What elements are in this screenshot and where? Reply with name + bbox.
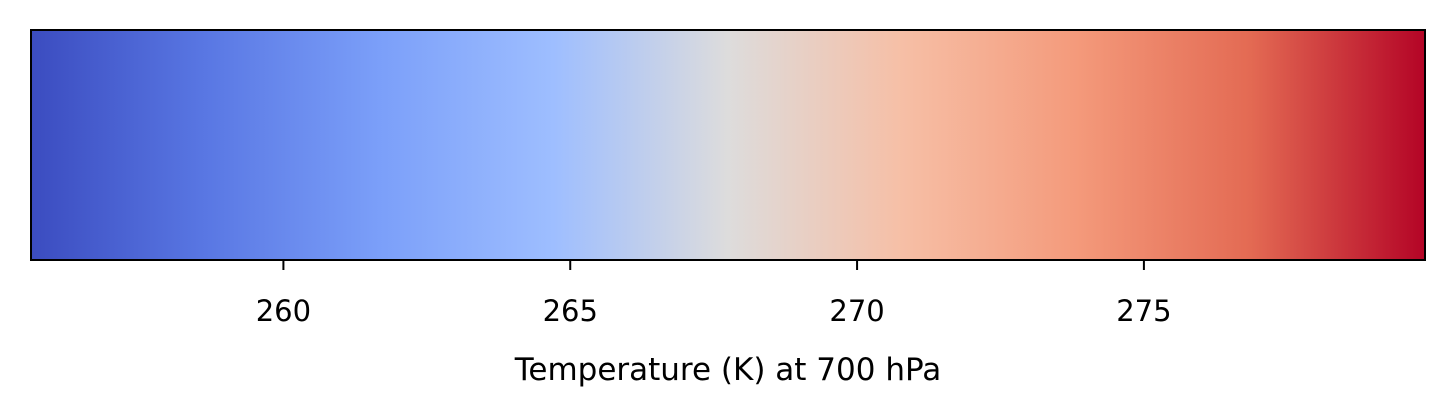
x-tick-label: 275 xyxy=(1116,294,1171,328)
x-axis-ticks: 260 265 270 275 xyxy=(256,260,1172,328)
colorbar-frame xyxy=(30,29,1426,261)
x-tick-label: 260 xyxy=(256,294,311,328)
x-tick-label: 265 xyxy=(543,294,598,328)
colorbar-fill xyxy=(31,30,1425,260)
x-axis-label: Temperature (K) at 700 hPa xyxy=(514,352,942,388)
x-tick-label: 270 xyxy=(829,294,884,328)
